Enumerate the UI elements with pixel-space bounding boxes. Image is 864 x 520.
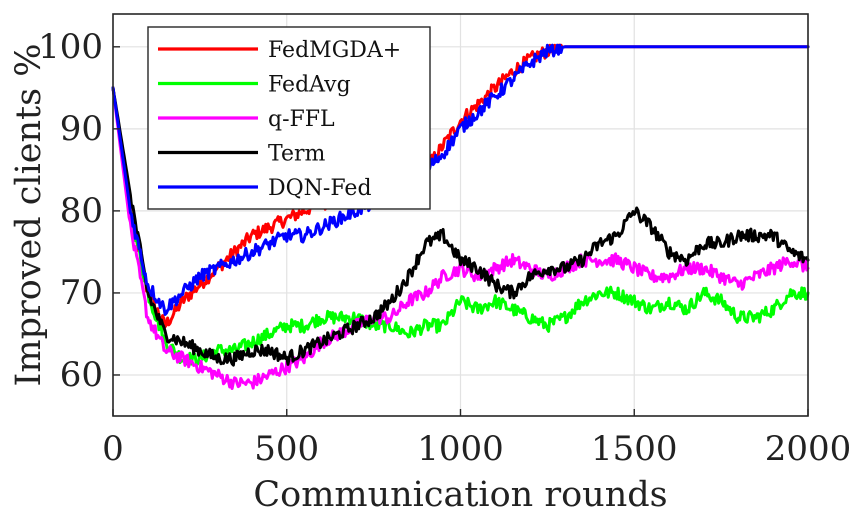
x-axis-title: Communication rounds — [253, 475, 667, 515]
x-tick-label-3: 1500 — [591, 429, 678, 469]
x-tick-label-2: 1000 — [417, 429, 504, 469]
legend-label-4: DQN-Fed — [268, 176, 372, 201]
y-tick-label-0: 60 — [60, 355, 103, 395]
series-lines — [111, 43, 810, 390]
y-tick-label-4: 100 — [38, 27, 103, 67]
y-axis-title: Improved clients % — [9, 44, 49, 387]
legend-label-2: q-FFL — [268, 107, 335, 132]
legend: FedMGDA+ FedAvg q-FFL Term DQN-Fed — [147, 26, 431, 210]
axis-ticks: 0 500 1000 1500 2000 60 70 80 90 100 — [38, 27, 851, 469]
legend-label-1: FedAvg — [268, 73, 351, 98]
x-tick-label-0: 0 — [102, 429, 124, 469]
y-tick-label-1: 70 — [60, 273, 103, 313]
y-tick-label-2: 80 — [60, 191, 103, 231]
y-tick-label-3: 90 — [60, 109, 103, 149]
x-tick-label-1: 500 — [254, 429, 319, 469]
series-line-term — [111, 86, 810, 367]
legend-label-0: FedMGDA+ — [268, 38, 401, 63]
x-tick-label-4: 2000 — [765, 429, 852, 469]
series-line-fedavg — [111, 86, 810, 366]
legend-label-3: Term — [268, 142, 326, 167]
